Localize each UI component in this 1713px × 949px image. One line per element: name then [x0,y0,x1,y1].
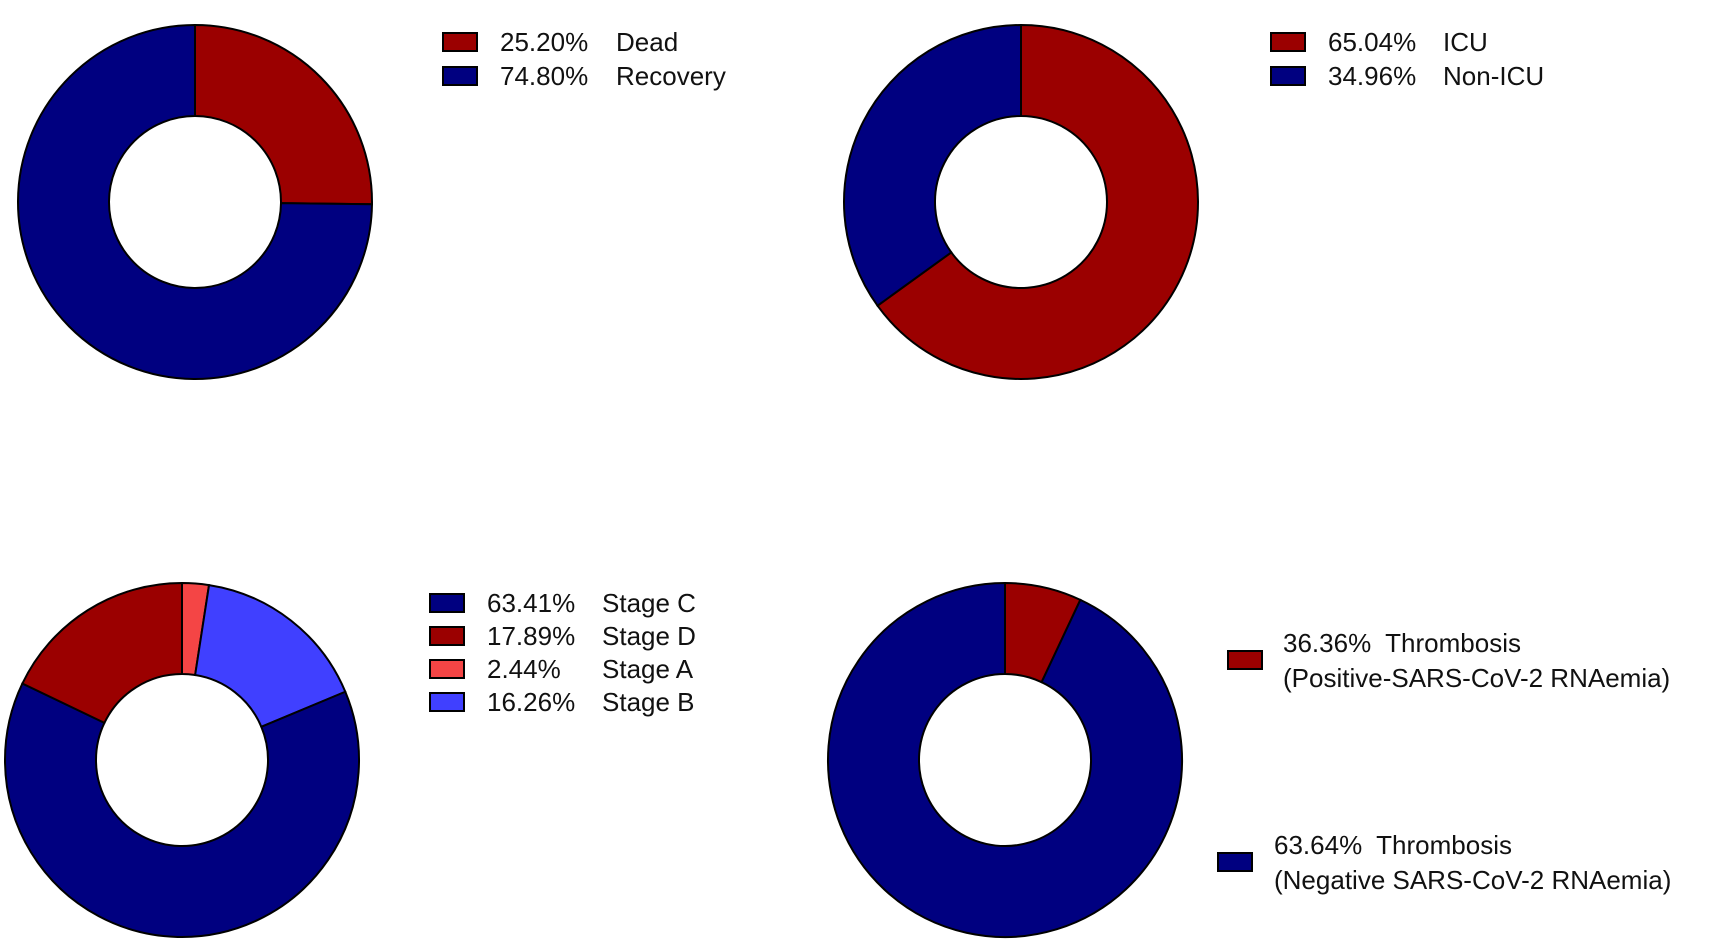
legend-percent: 2.44% [487,654,561,684]
legend-swatch [442,32,478,52]
legend-percent: 16.26% [487,687,575,717]
legend-percent: 65.04% [1328,27,1416,57]
donut-chart-1 [17,23,374,380]
legend-label: Stage A [602,654,694,684]
legend-percent: 63.41% [487,588,575,618]
legend-swatch [1270,66,1306,86]
slice-stage-d [21,581,183,725]
legend-percent: 25.20% [500,27,588,57]
donut-chart-3 [4,581,360,938]
legend-swatch [1227,650,1263,670]
legend-3: 63.41% Stage C 17.89% Stage D 2.44% Stage A 16… [429,588,696,717]
slice-dead [194,23,373,206]
legend-label: Stage C [602,588,696,618]
slice-stage-b [193,583,347,729]
legend-label: 63.64% Thrombosis [1274,830,1512,860]
legend-label: Stage D [602,621,696,651]
donut-chart-4 [827,581,1183,938]
legend-swatch [429,659,465,679]
legend-swatch [1270,32,1306,52]
legend-label: Dead [616,27,678,57]
legend-percent: 74.80% [500,61,588,91]
legend-label: Non-ICU [1443,61,1544,91]
legend-percent: 34.96% [1328,61,1416,91]
legend-swatch [429,692,465,712]
legend-swatch [429,626,465,646]
legend-label: 36.36% Thrombosis [1283,628,1521,658]
legend-sublabel: (Positive-SARS-CoV-2 RNAemia) [1283,663,1670,693]
legend-swatch [442,66,478,86]
legend-label: Stage B [602,687,695,717]
legend-sublabel: (Negative SARS-CoV-2 RNAemia) [1274,865,1671,895]
slice-thrombosis-1 [827,581,1183,938]
slice-stage-c [4,682,360,938]
donut-chart-2 [843,23,1199,380]
legend-swatch [429,593,465,613]
slice-non-icu [843,23,1022,308]
legend-percent: 17.89% [487,621,575,651]
legend-2: 65.04% ICU 34.96% Non-ICU [1270,27,1544,91]
slice-recovery [17,23,374,380]
legend-label: ICU [1443,27,1488,57]
legend-label: Recovery [616,61,726,91]
slice-icu [876,23,1199,380]
legend-4: 36.36% Thrombosis (Positive-SARS-CoV-2 RN… [1217,628,1671,895]
legend-1: 25.20% Dead 74.80% Recovery [442,27,726,91]
legend-swatch [1217,852,1253,872]
